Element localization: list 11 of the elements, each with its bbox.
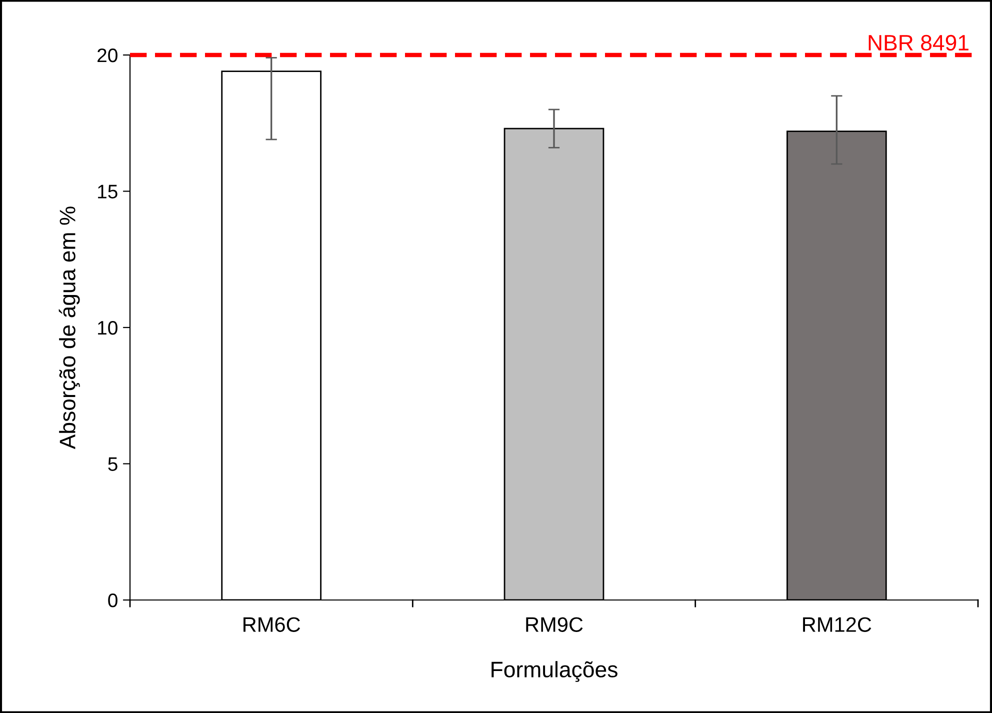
x-tick-label: RM9C [526, 617, 583, 632]
y-tick-label: 5 [108, 457, 118, 471]
y-tick-label: 20 [98, 48, 118, 62]
y-tick-label: 0 [108, 593, 118, 608]
x-axis-title: Formulações [492, 661, 618, 682]
x-tick-label: RM6C [244, 617, 300, 632]
y-tick-label: 15 [98, 184, 118, 198]
x-tick-label: RM12C [803, 617, 872, 632]
y-tick-label: 10 [98, 320, 118, 335]
ref-line-label: NBR 8491 [868, 34, 968, 51]
y-axis-title: Absorção de água em % [58, 206, 80, 450]
